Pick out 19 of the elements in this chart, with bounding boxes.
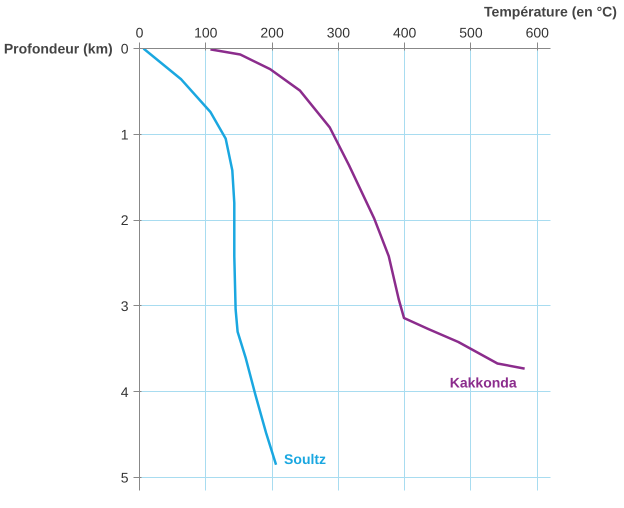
line-series — [209, 48, 526, 370]
series-label: Soultz — [284, 450, 326, 467]
x-tick-label: 300 — [326, 24, 350, 40]
series-label: Kakkonda — [450, 374, 517, 391]
x-tick-label: 0 — [136, 24, 144, 40]
x-tick-label: 200 — [260, 24, 284, 40]
y-tick-label: 4 — [120, 384, 129, 400]
y-tick-label: 2 — [120, 212, 129, 228]
x-axis-title: Température (en °C) — [484, 4, 617, 20]
line-series — [142, 48, 278, 466]
x-tick-label: 500 — [459, 24, 483, 40]
y-tick-label: 0 — [120, 40, 129, 56]
x-tick-label: 600 — [526, 24, 550, 40]
y-tick-label: 1 — [120, 126, 129, 142]
x-tick-label: 100 — [194, 24, 218, 40]
y-tick-label: 5 — [120, 470, 129, 486]
y-tick-label: 3 — [120, 298, 129, 314]
x-tick-label: 400 — [392, 24, 417, 40]
y-axis-title: Profondeur (km) — [4, 40, 113, 56]
